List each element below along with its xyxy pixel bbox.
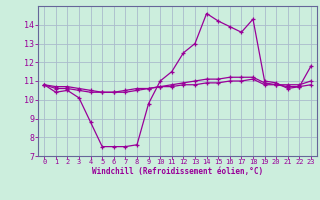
X-axis label: Windchill (Refroidissement éolien,°C): Windchill (Refroidissement éolien,°C): [92, 167, 263, 176]
